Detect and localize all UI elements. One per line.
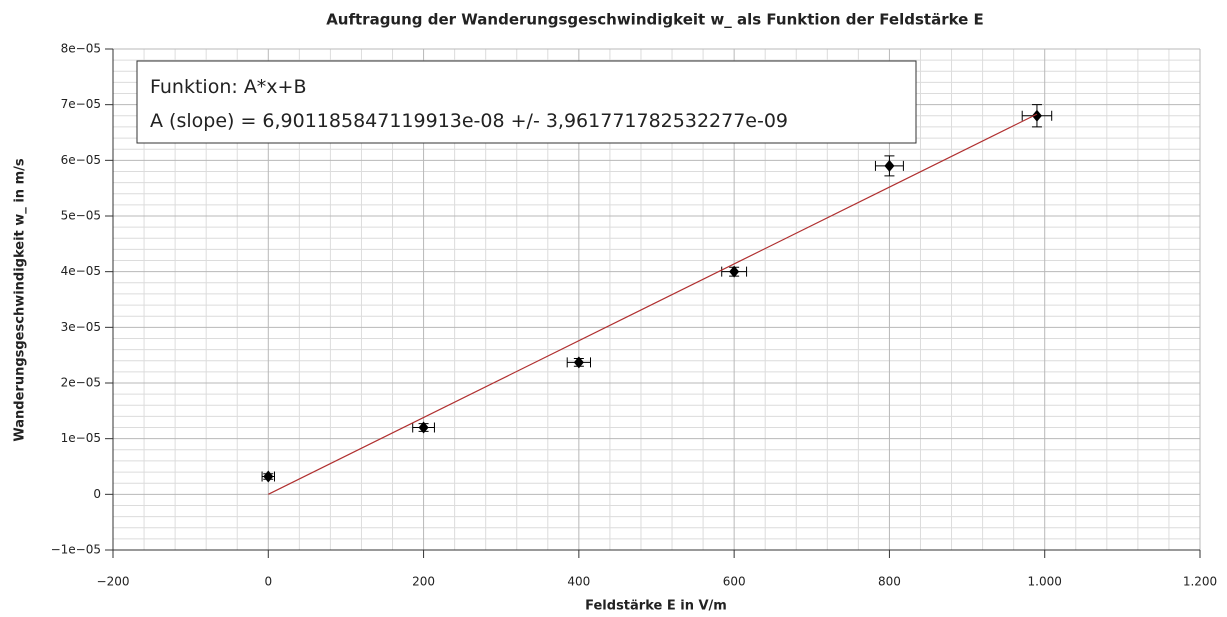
fit-line — [268, 113, 1038, 495]
y-tick-label: 0 — [93, 487, 101, 501]
point — [1031, 109, 1042, 122]
x-tick-label: 600 — [723, 575, 746, 589]
y-tick-label: 5e−05 — [61, 209, 101, 223]
x-axis-label: Feldstärke E in V/m — [585, 599, 727, 614]
y-tick-label: 8e−05 — [61, 42, 101, 56]
annotation-box — [136, 60, 917, 144]
x-tick-label: 1.000 — [1028, 575, 1062, 589]
marks — [261, 104, 1053, 495]
annotation: Funktion: A*x+B — [150, 76, 307, 98]
point — [573, 356, 584, 369]
chart-title: Auftragung der Wanderungsgeschwindigkeit… — [326, 11, 984, 29]
x-tick-label: 1.200 — [1183, 575, 1217, 589]
y-tick-label: 4e−05 — [61, 264, 101, 278]
x-tick-label: 400 — [567, 575, 590, 589]
annotation: A (slope) = 6,901185847119913e-08 +/- 3,… — [150, 110, 788, 132]
point — [263, 470, 274, 483]
x-tick-label: 0 — [264, 575, 272, 589]
y-tick-label: 7e−05 — [61, 97, 101, 111]
y-tick-label: 3e−05 — [61, 320, 101, 334]
y-tick-label: 1e−05 — [61, 431, 101, 445]
x-tick-label: 800 — [878, 575, 901, 589]
x-tick-label: −200 — [97, 575, 130, 589]
y-tick-label: −1e−05 — [51, 543, 101, 557]
point — [729, 265, 740, 278]
point — [418, 421, 429, 434]
x-tick-label: 200 — [412, 575, 435, 589]
point — [884, 159, 895, 172]
y-axis-label: Wanderungsgeschwindigkeit w_ in m/s — [13, 158, 28, 441]
y-tick-label: 6e−05 — [61, 153, 101, 167]
y-tick-label: 2e−05 — [61, 376, 101, 390]
